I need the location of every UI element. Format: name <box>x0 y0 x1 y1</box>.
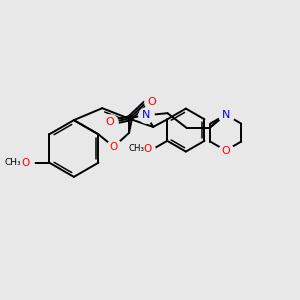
Text: N: N <box>221 110 230 120</box>
Text: O: O <box>22 158 30 168</box>
Text: CH₃: CH₃ <box>4 158 21 167</box>
Text: O: O <box>143 144 152 154</box>
Text: N: N <box>142 110 150 120</box>
Text: O: O <box>148 97 157 106</box>
Text: O: O <box>110 142 118 152</box>
Text: O: O <box>221 146 230 155</box>
Text: CH₃: CH₃ <box>129 144 145 153</box>
Text: O: O <box>105 117 114 127</box>
